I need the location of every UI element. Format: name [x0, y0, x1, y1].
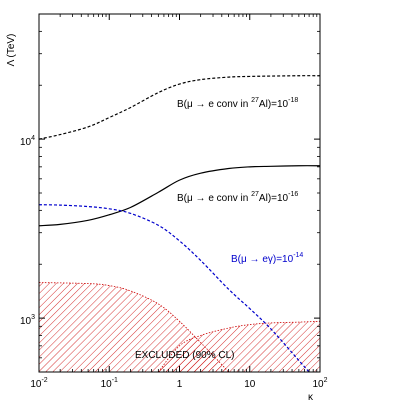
- excluded-region-2: [157, 320, 320, 372]
- x-axis-label: κ: [308, 392, 314, 403]
- annotation-dashed-blue: B(μ → eγ)=10-14: [231, 252, 303, 265]
- excluded-regions: [39, 282, 320, 372]
- x-tick-label: 1: [177, 379, 183, 390]
- series-line-3: [39, 204, 310, 372]
- y-axis-ticks: 103 104: [20, 13, 320, 373]
- x-tick-label: 10-1: [101, 377, 118, 390]
- annotation-dashed-black: B(μ → e conv in 27Al)=10-18: [177, 97, 298, 110]
- x-axis-ticks: 10-2 10-1 1 10 102: [30, 14, 328, 390]
- y-tick-label: 104: [20, 135, 35, 148]
- x-tick-label: 102: [312, 377, 327, 390]
- x-tick-label: 10-2: [30, 377, 47, 390]
- y-tick-label: 103: [20, 314, 35, 327]
- annotation-solid-black: B(μ → e conv in 27Al)=10-16: [177, 191, 298, 204]
- series-line-1: [39, 75, 320, 140]
- excluded-label: EXCLUDED (90% CL): [135, 350, 234, 361]
- series-lines: [39, 75, 320, 372]
- series-line-2: [39, 165, 320, 227]
- y-axis-label: Λ (TeV): [6, 34, 17, 67]
- x-tick-label: 10: [244, 379, 256, 390]
